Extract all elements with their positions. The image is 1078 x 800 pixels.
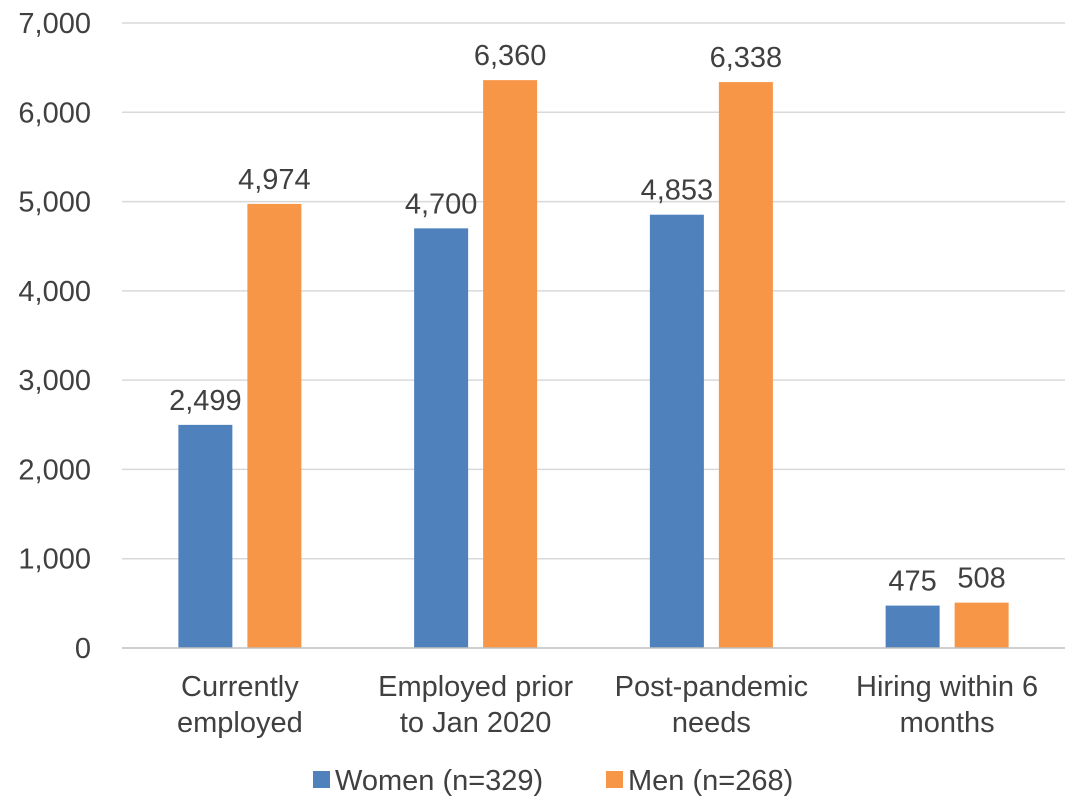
y-tick-label: 1,000: [18, 544, 91, 576]
x-axis-categories: Currently employed Employed prior to Jan 20…: [177, 671, 1038, 739]
bar-women: [178, 424, 233, 648]
bars: [178, 80, 1009, 649]
y-tick-label: 0: [75, 633, 91, 665]
bar-women: [885, 605, 940, 648]
y-axis-ticks: 0 1,000 2,000 3,000 4,000 5,000 6,000 7,000: [18, 8, 91, 665]
x-category-label: needs: [672, 707, 751, 739]
x-category-label: to Jan 2020: [400, 707, 552, 739]
bar-women: [414, 228, 469, 648]
data-label: 475: [888, 566, 936, 598]
bar-men: [247, 203, 302, 648]
x-category-label: months: [900, 707, 995, 739]
y-tick-label: 6,000: [18, 97, 91, 129]
data-label: 4,700: [405, 188, 478, 220]
x-category-label: Currently: [181, 671, 299, 703]
bar-women: [649, 214, 704, 649]
legend-swatch: [606, 771, 623, 788]
x-category-label: Employed prior: [378, 671, 573, 703]
data-label: 508: [957, 563, 1005, 595]
legend-swatch: [313, 771, 330, 788]
data-label: 2,499: [169, 385, 242, 417]
y-tick-label: 2,000: [18, 454, 91, 486]
bar-men: [483, 80, 538, 648]
bar-men: [718, 82, 773, 649]
legend-label: Men (n=268): [628, 765, 793, 797]
bar-men: [954, 602, 1009, 648]
legend: Women (n=329) Men (n=268): [313, 765, 793, 797]
y-tick-label: 5,000: [18, 187, 91, 219]
data-label: 6,360: [474, 40, 547, 72]
x-category-label: Post-pandemic: [615, 671, 808, 703]
data-label: 4,974: [238, 164, 311, 196]
x-category-label: employed: [177, 707, 303, 739]
y-tick-label: 3,000: [18, 365, 91, 397]
x-category-label: Hiring within 6: [856, 671, 1038, 703]
data-labels: 2,499 4,974 4,700 6,360 4,853 6,338 475 508: [169, 40, 1006, 597]
data-label: 4,853: [641, 175, 714, 207]
y-tick-label: 7,000: [18, 8, 91, 40]
y-tick-label: 4,000: [18, 276, 91, 308]
legend-label: Women (n=329): [335, 765, 543, 797]
data-label: 6,338: [710, 42, 783, 74]
